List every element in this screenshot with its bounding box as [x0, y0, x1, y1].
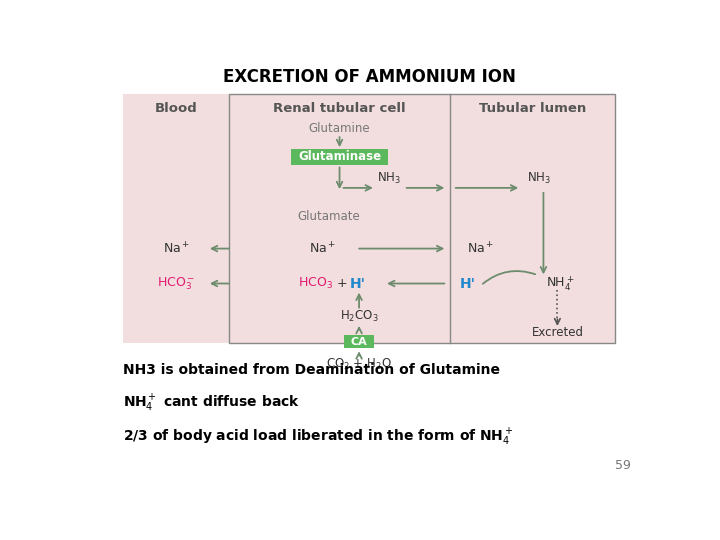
- Text: H$_2$CO$_3$: H$_2$CO$_3$: [340, 309, 379, 325]
- Text: NH3 is obtained from Deamination of Glutamine: NH3 is obtained from Deamination of Glut…: [124, 363, 500, 377]
- Text: EXCRETION OF AMMONIUM ION: EXCRETION OF AMMONIUM ION: [222, 68, 516, 86]
- Text: Glutamine: Glutamine: [309, 122, 370, 135]
- Text: Renal tubular cell: Renal tubular cell: [273, 103, 406, 116]
- Text: NH$_4^+$ cant diffuse back: NH$_4^+$ cant diffuse back: [124, 393, 301, 414]
- Text: NH$_3$: NH$_3$: [377, 171, 401, 186]
- Text: 2/3 of body acid load liberated in the form of NH$_4^+$: 2/3 of body acid load liberated in the f…: [124, 426, 514, 448]
- Text: NH$_3$: NH$_3$: [527, 171, 551, 186]
- Bar: [229, 94, 615, 343]
- Text: HCO$_3$: HCO$_3$: [297, 276, 333, 291]
- Text: NH$_4^+$: NH$_4^+$: [546, 274, 575, 293]
- Bar: [343, 335, 374, 348]
- Text: Blood: Blood: [155, 103, 198, 116]
- Text: 59: 59: [616, 460, 631, 472]
- Bar: [124, 94, 615, 343]
- Text: H': H': [350, 276, 366, 291]
- Text: H': H': [460, 276, 476, 291]
- Text: Excreted: Excreted: [531, 327, 583, 340]
- Text: Glutamate: Glutamate: [297, 210, 360, 222]
- Text: Na$^+$: Na$^+$: [467, 241, 494, 256]
- Text: +: +: [337, 277, 351, 290]
- Text: Tubular lumen: Tubular lumen: [479, 103, 586, 116]
- Text: CA: CA: [351, 337, 367, 347]
- Text: Na$^+$: Na$^+$: [309, 241, 336, 256]
- Text: Glutaminase: Glutaminase: [298, 150, 381, 163]
- Text: CO$_2$ + H$_2$O: CO$_2$ + H$_2$O: [326, 357, 392, 372]
- Bar: [291, 149, 388, 165]
- Text: Na$^+$: Na$^+$: [163, 241, 190, 256]
- Text: HCO$_3^-$: HCO$_3^-$: [157, 275, 195, 292]
